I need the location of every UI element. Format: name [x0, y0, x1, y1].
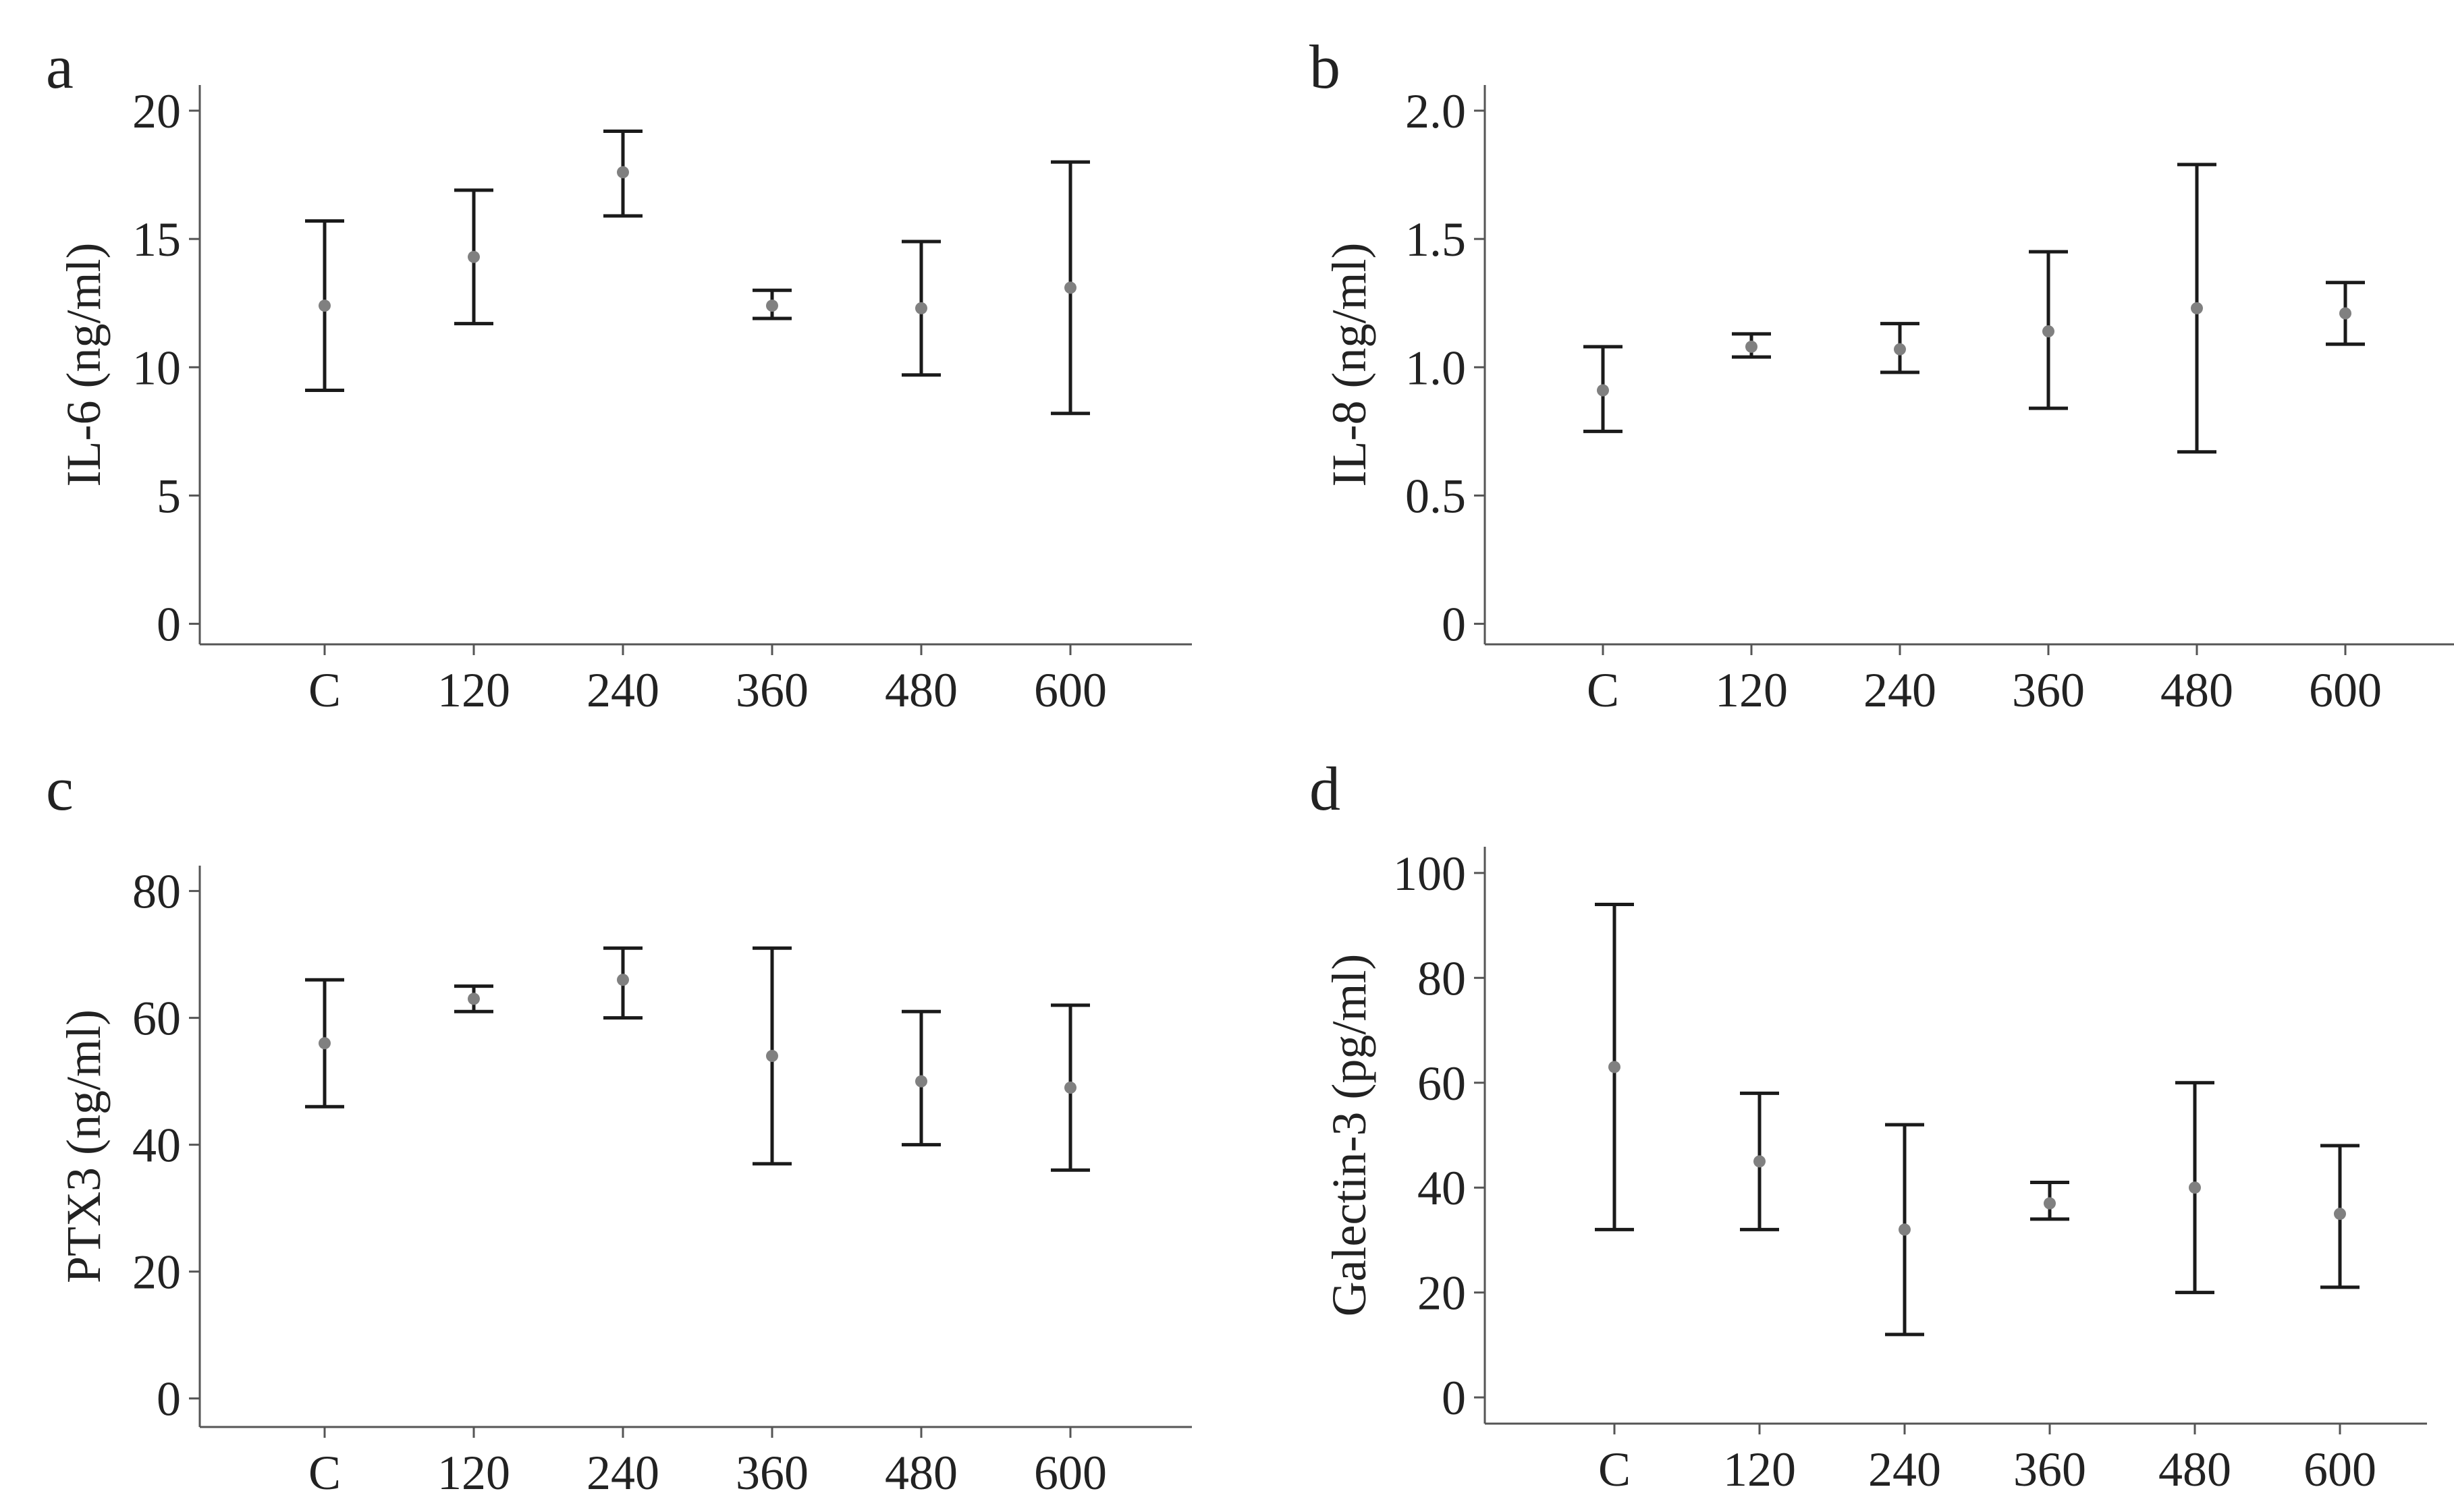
x-tick-label: 600 [2309, 663, 2382, 717]
x-tick-label: 600 [2303, 1443, 2376, 1496]
y-tick-label: 0 [1442, 598, 1466, 652]
y-tick-label: 60 [132, 992, 181, 1046]
mean-point [1064, 281, 1076, 294]
x-tick-label: 600 [1034, 1446, 1107, 1500]
x-tick-label: 120 [437, 1446, 510, 1500]
y-tick-label: 100 [1393, 847, 1466, 901]
y-tick-label: 80 [132, 865, 181, 919]
mean-point [2191, 302, 2203, 314]
x-tick-label: 360 [2012, 663, 2085, 717]
mean-point [1894, 343, 1906, 356]
y-axis-title: Galectin-3 (pg/ml) [1322, 954, 1376, 1317]
panel-d: d 0 20 40 60 80 100 C 120 240 360 480 600 Galectin-3 … [1309, 754, 2427, 1496]
x-tick-label: 240 [1868, 1443, 1941, 1496]
y-tick-label: 5 [157, 469, 181, 523]
x-tick-label: 120 [1715, 663, 1788, 717]
mean-point [1899, 1223, 1911, 1236]
x-tick-label: 480 [2160, 663, 2233, 717]
x-tick-label: 360 [2013, 1443, 2086, 1496]
mean-point [766, 300, 778, 312]
x-tick-label: 480 [2158, 1443, 2231, 1496]
mean-point [915, 1075, 927, 1088]
x-tick-label: C [1598, 1443, 1631, 1496]
y-tick-label: 0 [157, 1372, 181, 1426]
y-tick-label: 15 [132, 213, 181, 267]
panel-c: c 0 20 40 60 80 C 120 240 360 480 600 PTX3 (ng/ml) [46, 754, 1192, 1500]
mean-point [915, 302, 927, 314]
x-tick-label: 360 [736, 1446, 809, 1500]
mean-point [319, 1037, 331, 1050]
y-tick-label: 0 [1442, 1371, 1466, 1425]
mean-point [2339, 307, 2351, 320]
x-tick-label: 240 [587, 1446, 659, 1500]
x-tick-label: C [1587, 663, 1619, 717]
y-axis-title: IL-6 (ng/ml) [57, 243, 111, 487]
mean-point [1597, 384, 1609, 397]
y-tick-label: 0.5 [1405, 469, 1466, 523]
mean-point [1753, 1155, 1766, 1168]
y-tick-label: 0 [157, 598, 181, 652]
panel-b: b 0 0.5 1.0 1.5 2.0 C 120 240 360 480 600 IL-8 (ng/m… [1309, 32, 2454, 717]
mean-point [2189, 1181, 2201, 1194]
mean-point [1608, 1061, 1620, 1073]
y-tick-label: 20 [132, 84, 181, 138]
y-tick-label: 1.5 [1405, 213, 1466, 267]
y-tick-label: 10 [132, 341, 181, 395]
mean-point [468, 250, 480, 263]
y-tick-label: 60 [1417, 1057, 1466, 1111]
mean-point [468, 992, 480, 1005]
x-tick-label: 240 [587, 663, 659, 717]
y-tick-label: 80 [1417, 951, 1466, 1005]
panel-letter: c [46, 754, 74, 823]
y-tick-label: 40 [132, 1119, 181, 1173]
panel-a: a 0 5 10 15 20 C 120 240 360 480 600 IL-6 (ng/ml) [46, 32, 1192, 717]
x-tick-label: C [308, 1446, 341, 1500]
y-axis-title: PTX3 (ng/ml) [57, 1009, 111, 1283]
y-tick-label: 40 [1417, 1161, 1466, 1215]
x-tick-label: C [308, 663, 341, 717]
y-tick-label: 1.0 [1405, 341, 1466, 395]
x-tick-label: 480 [885, 1446, 958, 1500]
y-tick-label: 20 [1417, 1266, 1466, 1320]
mean-point [617, 974, 629, 986]
x-tick-label: 120 [1723, 1443, 1796, 1496]
x-tick-label: 120 [437, 663, 510, 717]
mean-point [319, 300, 331, 312]
mean-point [766, 1050, 778, 1063]
y-tick-label: 2.0 [1405, 84, 1466, 138]
mean-point [2044, 1197, 2056, 1210]
mean-point [2334, 1208, 2346, 1221]
y-axis-title: IL-8 (ng/ml) [1322, 243, 1376, 487]
x-tick-label: 360 [736, 663, 809, 717]
x-tick-label: 480 [885, 663, 958, 717]
x-tick-label: 240 [1863, 663, 1936, 717]
mean-point [617, 166, 629, 179]
mean-point [1064, 1082, 1076, 1094]
x-tick-label: 600 [1034, 663, 1107, 717]
panel-letter: a [46, 32, 74, 101]
mean-point [2042, 325, 2054, 338]
panel-letter: d [1309, 754, 1340, 823]
y-tick-label: 20 [132, 1245, 181, 1299]
panel-letter: b [1309, 32, 1340, 101]
mean-point [1745, 340, 1757, 353]
